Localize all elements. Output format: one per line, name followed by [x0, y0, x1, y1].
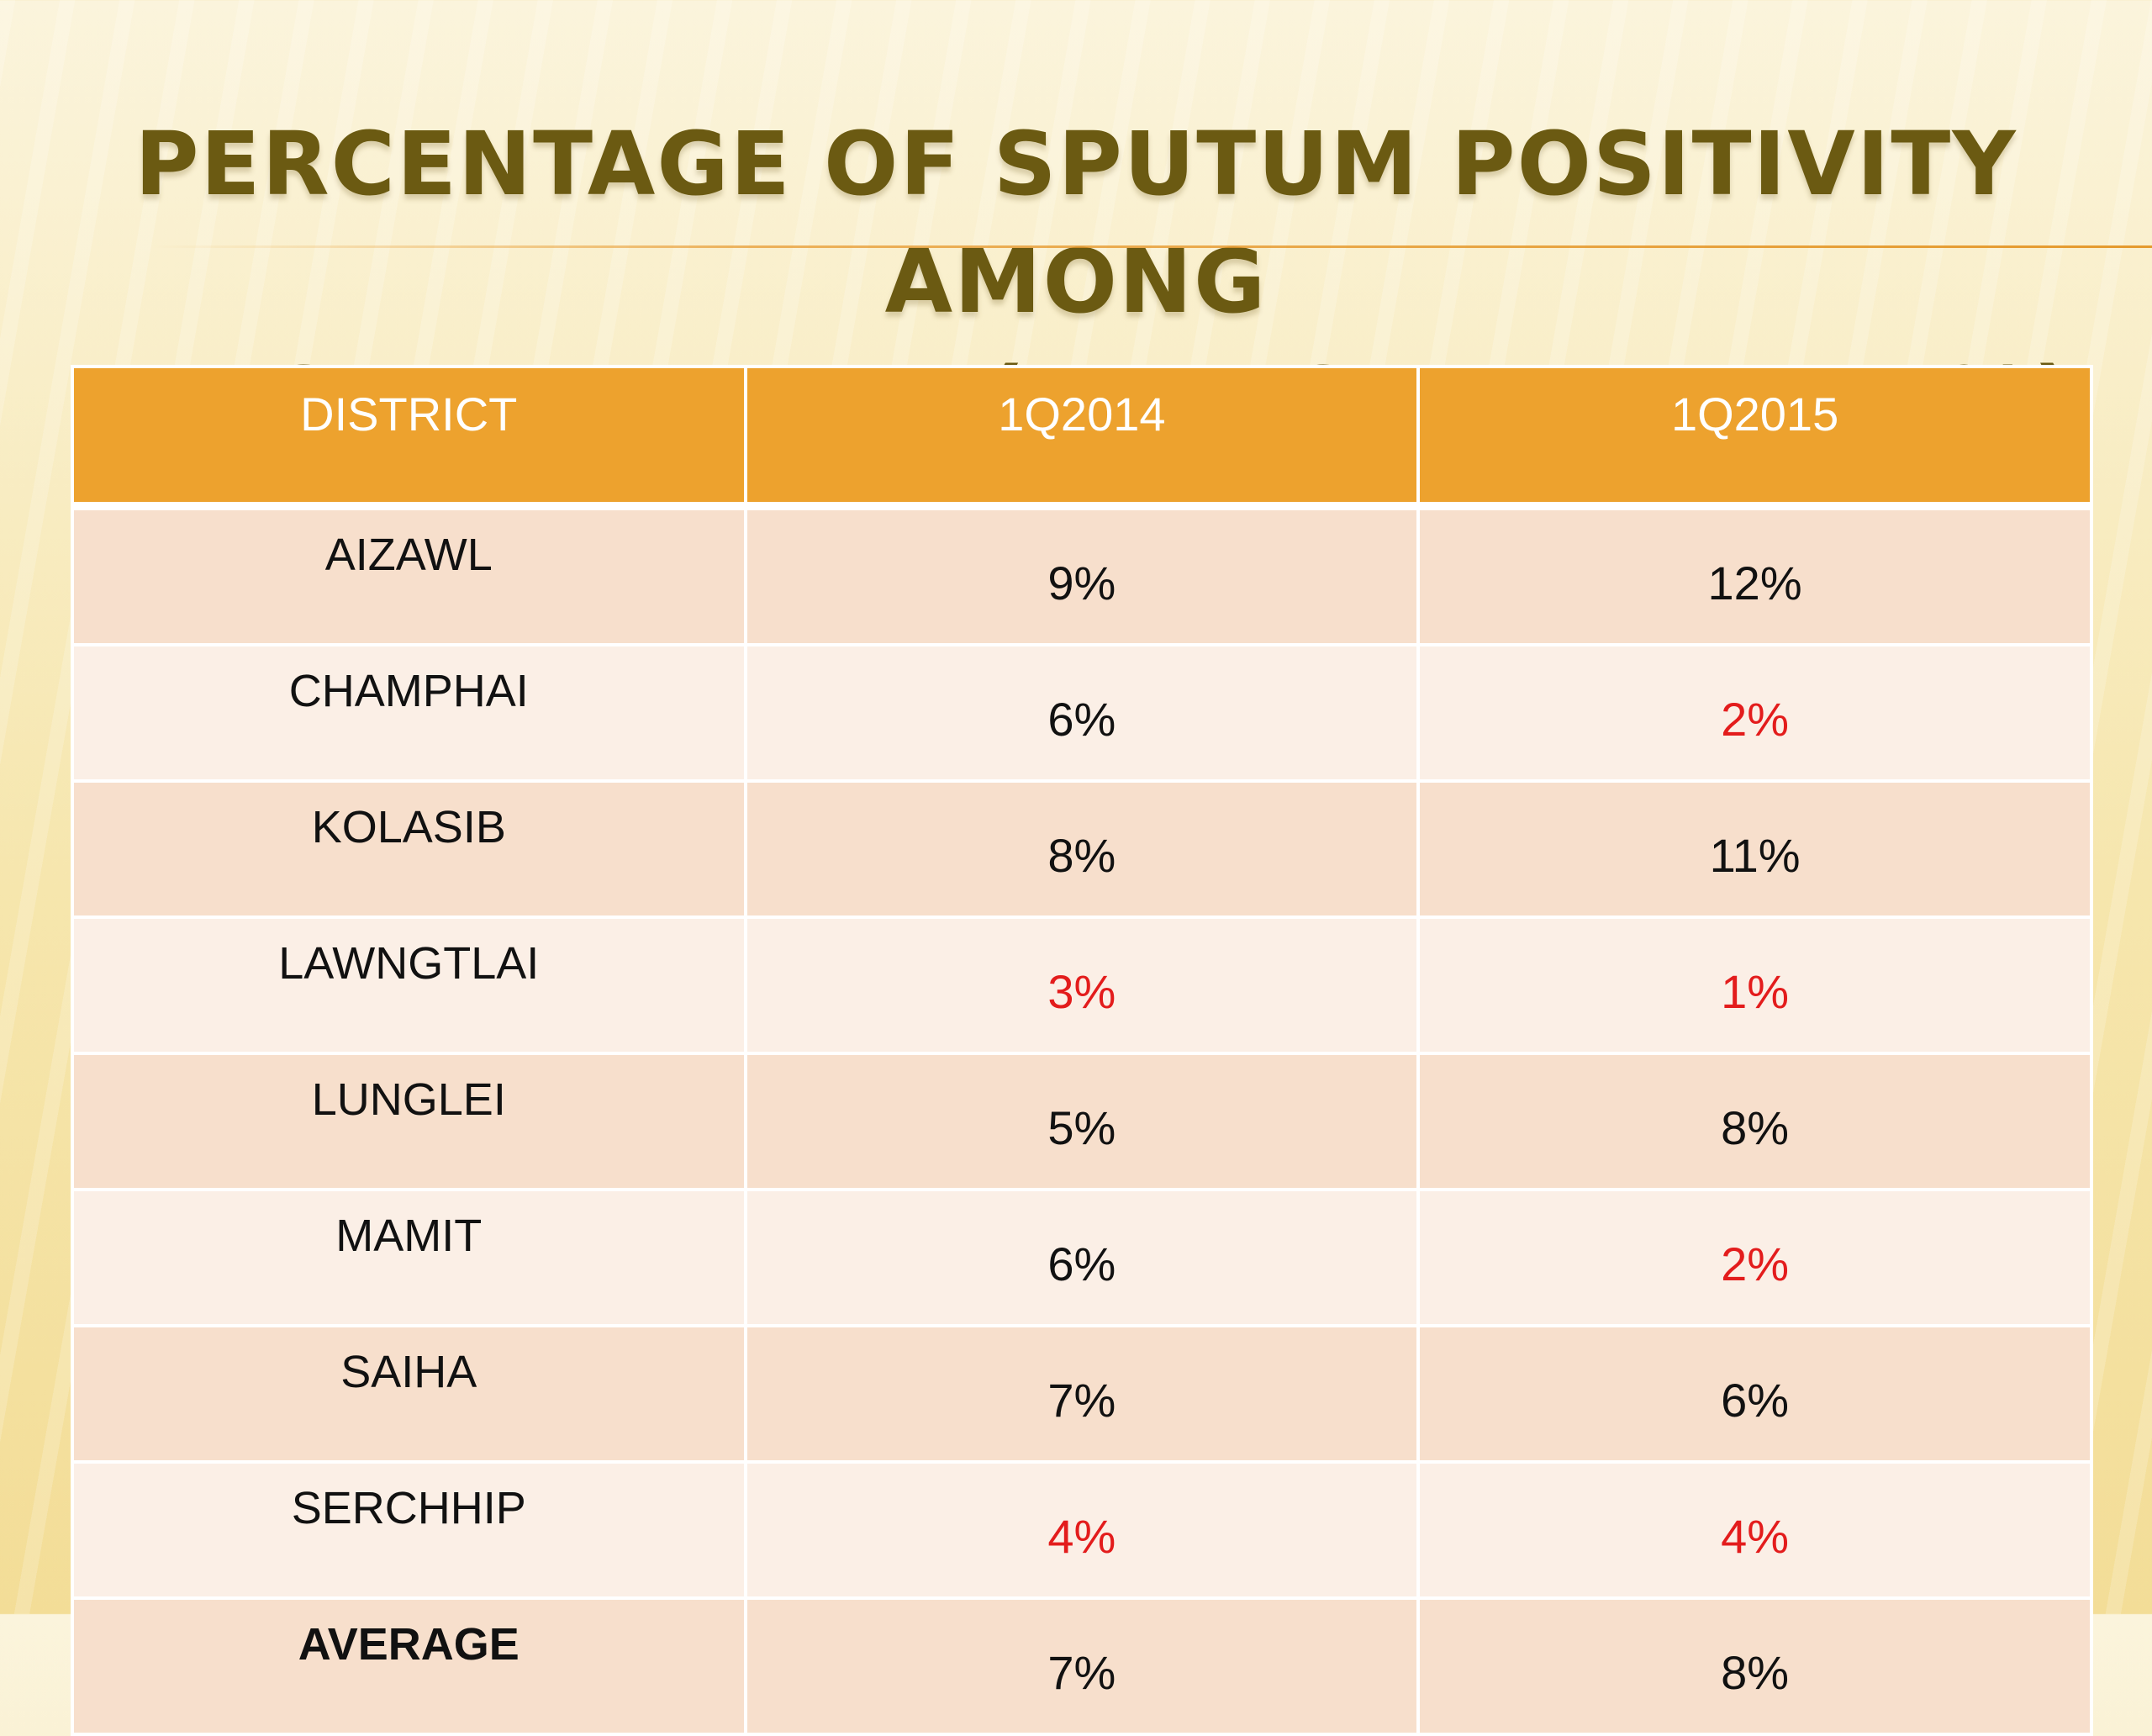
value-cell-1q2015: 4% [1416, 1460, 2093, 1600]
table-row: AVERAGE 7% 8% [71, 1596, 2093, 1736]
column-header-district: DISTRICT [71, 365, 747, 510]
district-cell: AIZAWL [71, 504, 747, 646]
title-divider [151, 245, 2152, 248]
value-cell-1q2014: 7% [743, 1324, 1421, 1464]
district-cell: LAWNGTLAI [71, 915, 747, 1055]
value-cell-1q2014: 9% [743, 504, 1421, 646]
value-cell-1q2014: 4% [743, 1460, 1421, 1600]
value-cell-1q2014: 3% [743, 915, 1421, 1055]
district-cell: MAMIT [71, 1188, 747, 1327]
value-cell-1q2015: 8% [1416, 1596, 2093, 1736]
value-cell-1q2015: 2% [1416, 1188, 2093, 1327]
value-cell-1q2015: 6% [1416, 1324, 2093, 1464]
district-cell: SERCHHIP [71, 1460, 747, 1600]
value-cell-1q2014: 7% [743, 1596, 1421, 1736]
table-row: KOLASIB 8% 11% [71, 779, 2093, 919]
table-row: SAIHA 7% 6% [71, 1324, 2093, 1464]
table-row: SERCHHIP 4% 4% [71, 1460, 2093, 1600]
column-header-1q2015: 1Q2015 [1416, 365, 2093, 510]
value-cell-1q2015: 8% [1416, 1052, 2093, 1191]
value-cell-1q2015: 12% [1416, 504, 2093, 646]
table-body: AIZAWL 9% 12% CHAMPHAI 6% 2% KOLASIB 8% 11% LAWNG… [71, 504, 2093, 1736]
district-cell: CHAMPHAI [71, 643, 747, 783]
district-cell: AVERAGE [71, 1596, 747, 1736]
value-cell-1q2015: 11% [1416, 779, 2093, 919]
table-row: LAWNGTLAI 3% 1% [71, 915, 2093, 1055]
table-row: AIZAWL 9% 12% [71, 504, 2093, 646]
column-header-1q2014: 1Q2014 [743, 365, 1421, 510]
table-row: MAMIT 6% 2% [71, 1188, 2093, 1327]
table-header-row: DISTRICT 1Q2014 1Q2015 [71, 365, 2093, 510]
value-cell-1q2015: 1% [1416, 915, 2093, 1055]
value-cell-1q2015: 2% [1416, 643, 2093, 783]
sputum-positivity-table: DISTRICT 1Q2014 1Q2015 AIZAWL 9% 12% CHAMPH… [71, 365, 2093, 1736]
value-cell-1q2014: 6% [743, 643, 1421, 783]
value-cell-1q2014: 5% [743, 1052, 1421, 1191]
table-row: CHAMPHAI 6% 2% [71, 643, 2093, 783]
value-cell-1q2014: 8% [743, 779, 1421, 919]
district-cell: KOLASIB [71, 779, 747, 919]
district-cell: SAIHA [71, 1324, 747, 1464]
district-cell: LUNGLEI [71, 1052, 747, 1191]
title-line-1: PERCENTAGE OF SPUTUM POSITIVITY AMONG [134, 113, 2018, 333]
value-cell-1q2014: 6% [743, 1188, 1421, 1327]
table-row: LUNGLEI 5% 8% [71, 1052, 2093, 1191]
